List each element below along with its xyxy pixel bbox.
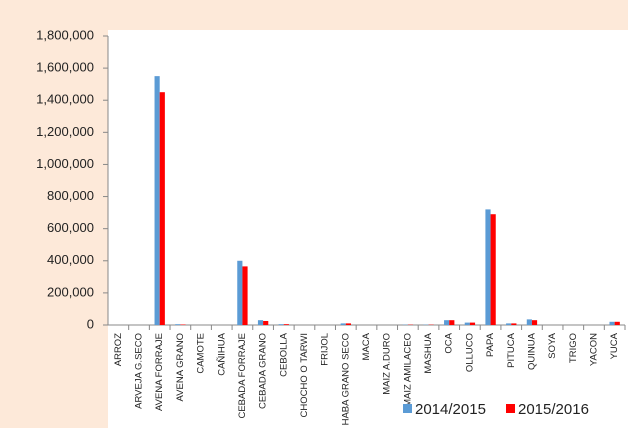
y-tick-label: 1,200,000 — [36, 124, 94, 139]
bar — [154, 76, 160, 325]
bar — [444, 320, 450, 325]
bar — [531, 320, 538, 325]
left-band — [0, 0, 108, 428]
bar — [283, 324, 289, 325]
y-tick-label: 1,600,000 — [36, 60, 94, 75]
bar — [175, 324, 181, 325]
bar — [237, 260, 243, 325]
x-tick-label: QUINUA — [526, 332, 537, 370]
bar — [242, 266, 248, 325]
x-tick-label: FRIJOL — [320, 333, 331, 366]
x-tick-label: CEBOLLA — [278, 332, 289, 376]
legend-swatch — [403, 404, 412, 413]
x-tick-label: MAIZ A.DURO — [382, 333, 393, 395]
x-tick-label: OCA — [444, 332, 455, 353]
x-tick-label: TRIGO — [568, 333, 579, 363]
bar — [614, 321, 620, 325]
bar — [159, 92, 165, 325]
bar — [263, 320, 269, 325]
x-tick-label: CAÑIHUA — [216, 332, 227, 375]
x-tick-label: HABA GRANO SECO — [340, 333, 351, 425]
x-tick-label: CAMOTE — [196, 333, 207, 374]
bar — [278, 324, 284, 325]
x-tick-label: PITUCA — [506, 332, 517, 368]
x-tick-label: OLLUCO — [464, 333, 475, 372]
y-tick-label: 600,000 — [47, 220, 94, 235]
y-tick-label: 200,000 — [47, 284, 94, 299]
legend-swatch — [506, 404, 515, 413]
x-tick-label: YUCA — [609, 332, 620, 359]
x-tick-label: ARROZ — [113, 333, 124, 366]
bar — [469, 322, 476, 325]
bar — [526, 319, 532, 325]
bar — [464, 322, 470, 325]
y-tick-label: 1,400,000 — [36, 92, 94, 107]
bar — [340, 323, 346, 325]
bar — [345, 323, 351, 325]
bar — [511, 323, 517, 325]
x-tick-label: MASHUA — [423, 332, 434, 373]
y-tick-label: 1,000,000 — [36, 156, 94, 171]
bar — [449, 320, 455, 325]
x-tick-label: MAIZ AMILACEO — [402, 333, 413, 407]
x-tick-label: CHOCHO O TARWI — [299, 333, 310, 417]
y-tick-label: 800,000 — [47, 188, 94, 203]
x-tick-label: YACON — [588, 333, 599, 366]
y-tick-label: 1,800,000 — [36, 27, 94, 42]
bar — [490, 214, 496, 325]
legend-label: 2014/2015 — [415, 401, 486, 418]
bar — [485, 209, 491, 325]
bar — [609, 321, 615, 325]
x-tick-label: CEBADA FORRAJE — [237, 333, 248, 419]
x-tick-label: SOYA — [547, 332, 558, 358]
x-tick-label: AVENA GRANO — [175, 333, 186, 401]
x-tick-label: AVENA FORRAJE — [154, 333, 165, 411]
bar — [257, 320, 264, 325]
bar — [506, 323, 512, 325]
legend-label: 2015/2016 — [518, 401, 589, 418]
x-tick-label: ARVEJA G.SECO — [134, 333, 145, 409]
y-tick-label: 400,000 — [47, 252, 94, 267]
y-tick-label: 0 — [87, 316, 94, 331]
x-tick-label: CEBADA GRANO — [258, 333, 269, 409]
x-tick-label: MACA — [361, 332, 372, 360]
x-tick-label: PAPA — [485, 332, 496, 357]
